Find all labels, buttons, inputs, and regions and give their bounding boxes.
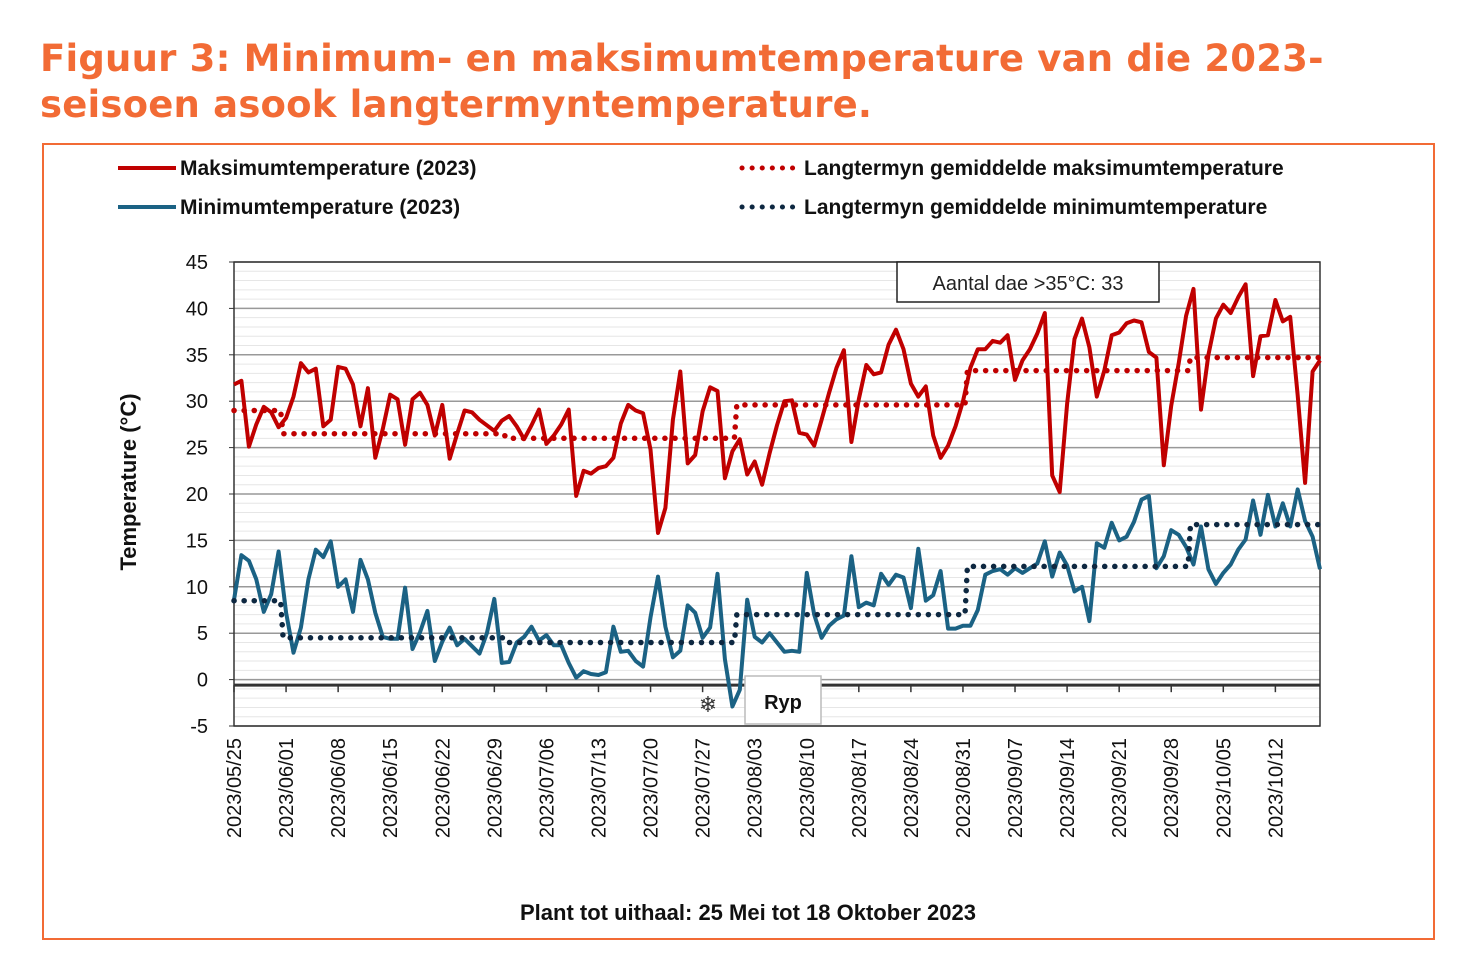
y-tick-label: 15 xyxy=(186,530,208,552)
legend-ltmin-label: Langtermyn gemiddelde minimumtemperature xyxy=(804,196,1267,219)
x-tick-label: 2023/07/20 xyxy=(641,738,663,838)
x-tick-label: 2023/07/13 xyxy=(588,738,610,838)
longterm-min-dotted-line xyxy=(231,521,1323,646)
x-tick-label: 2023/10/05 xyxy=(1213,738,1235,838)
legend: Maksimumtemperature (2023) Minimumtemper… xyxy=(118,157,1284,219)
x-tick-label: 2023/07/27 xyxy=(693,738,715,838)
frost-box xyxy=(744,675,822,725)
x-tick-label: 2023/06/08 xyxy=(328,738,350,838)
y-tick-label: 35 xyxy=(186,345,208,367)
x-tick-label: 2023/09/14 xyxy=(1057,738,1079,838)
y-tick-label: 45 xyxy=(186,252,208,274)
x-tick-label: 2023/06/15 xyxy=(380,738,402,838)
x-tick-label: 2023/10/12 xyxy=(1265,738,1287,838)
x-tick-label: 2023/07/06 xyxy=(536,738,558,838)
x-axis-label: Plant tot uithaal: 25 Mei tot 18 Oktober… xyxy=(520,900,976,925)
x-tick-label: 2023/06/22 xyxy=(432,738,454,838)
x-tick-label: 2023/05/25 xyxy=(224,738,246,838)
max-temperature-line xyxy=(233,282,1322,535)
x-tick-label: 2023/08/31 xyxy=(953,738,975,838)
hot-days-annotation: Aantal dae >35°C: 33 xyxy=(896,261,1160,303)
y-tick-label: 5 xyxy=(197,623,208,645)
hot-days-box xyxy=(896,261,1160,303)
y-tick-label: 40 xyxy=(186,298,208,320)
x-tick-label: 2023/08/17 xyxy=(849,738,871,838)
y-axis-ticks: 45 40 35 30 25 20 15 10 5 0 -5 xyxy=(186,252,234,738)
figure-title: Figuur 3: Minimum- en maksimumtemperatur… xyxy=(40,37,1324,126)
snowflake-icon: ❄ xyxy=(699,692,717,717)
x-axis-ticks: 2023/05/25 2023/06/01 2023/06/08 2023/06/15… xyxy=(224,685,1287,838)
legend-max-label: Maksimumtemperature (2023) xyxy=(180,157,476,180)
x-tick-label: 2023/08/24 xyxy=(901,738,923,838)
frost-label: Ryp xyxy=(764,692,802,714)
y-tick-label: 25 xyxy=(186,438,208,460)
y-axis-label: Temperature (°C) xyxy=(116,393,141,570)
x-tick-label: 2023/08/10 xyxy=(797,738,819,838)
x-tick-label: 2023/06/29 xyxy=(484,738,506,838)
x-tick-label: 2023/06/01 xyxy=(276,738,298,838)
frost-annotation: ❄ Ryp xyxy=(699,675,822,725)
figure-frame xyxy=(42,143,1435,940)
x-tick-label: 2023/09/21 xyxy=(1109,738,1131,838)
y-tick-label: 20 xyxy=(186,484,208,506)
hot-days-text: Aantal dae >35°C: 33 xyxy=(933,273,1124,295)
series-lines xyxy=(231,282,1323,709)
min-temperature-line xyxy=(232,487,1322,709)
x-tick-label: 2023/09/28 xyxy=(1161,738,1183,838)
y-tick-label: 0 xyxy=(197,670,208,692)
y-tick-label: 30 xyxy=(186,391,208,413)
longterm-max-dotted-line xyxy=(231,354,1323,442)
y-tick-label: 10 xyxy=(186,577,208,599)
legend-ltmax-label: Langtermyn gemiddelde maksimumtemperatur… xyxy=(804,157,1284,180)
x-tick-label: 2023/08/03 xyxy=(745,738,767,838)
gridlines xyxy=(233,261,1321,727)
y-tick-label: -5 xyxy=(190,716,208,738)
x-tick-label: 2023/09/07 xyxy=(1005,738,1027,838)
legend-min-label: Minimumtemperature (2023) xyxy=(180,196,460,219)
